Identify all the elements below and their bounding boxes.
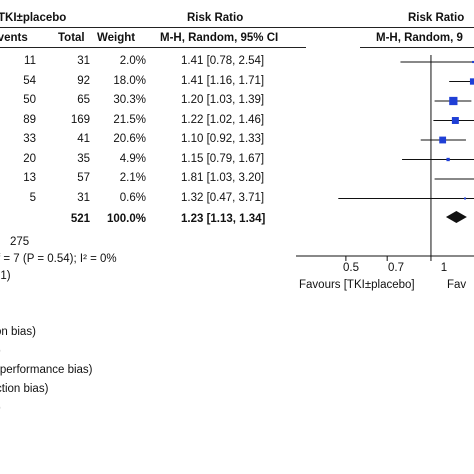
bias-line-4: ction bias) [0,383,49,395]
column-header-rule-right [360,47,474,48]
study-point-marker [451,117,459,124]
overall-effect-test: 01) [0,270,11,282]
study-point-marker [449,96,458,106]
total-participants: 521 [70,213,90,225]
row-weight: 4.9% [119,152,146,165]
row-total: 31 [77,55,90,67]
study-point-marker [472,60,474,64]
total-column-header: Total [58,32,85,44]
row-total: 57 [77,172,90,184]
study-point-marker [439,136,447,144]
row-total: 41 [77,133,90,145]
pooled-ci: 1.23 [1.13, 1.34] [181,213,266,225]
row-total: 65 [77,94,90,106]
row-ci: 1.20 [1.03, 1.39] [181,94,265,106]
bias-line-1: on bias) [0,326,36,338]
header-rule [0,27,474,28]
row-events: 11 [24,55,36,67]
group-header: TKI±placebo [0,12,67,24]
row-events: 13 [23,172,36,184]
row-weight: 20.6% [113,133,146,145]
bias-line-5: ) [0,402,1,415]
favours-right-label: Fav [447,279,467,291]
heterogeneity-stats: f = 7 (P = 0.54); I² = 0% [0,253,117,265]
row-events: 50 [23,94,36,106]
method-column-header-right: M-H, Random, 9 [376,32,463,44]
favours-left-label: Favours [TKI±placebo] [299,279,415,291]
row-weight: 30.3% [113,94,146,106]
bias-line-3: (performance bias) [0,364,93,376]
column-header-rule [0,47,306,48]
row-total: 35 [77,152,90,165]
method-column-header-left: M-H, Random, 95% CI [160,32,279,44]
total-weight: 100.0% [106,213,146,225]
row-ci: 1.10 [0.92, 1.33] [181,133,265,145]
row-ci: 1.15 [0.79, 1.67] [181,152,265,165]
row-ci: 1.41 [0.78, 2.54] [181,55,265,67]
row-total: 31 [77,191,90,204]
pooled-estimate-diamond [445,211,467,223]
row-weight: 18.0% [113,74,146,87]
row-ci: 1.41 [1.16, 1.71] [181,74,265,87]
axis-tick-label-1: 1 [440,262,448,274]
events-column-header: Events [0,32,28,44]
row-ci: 1.22 [1.02, 1.46] [181,113,265,126]
weight-column-header: Weight [97,32,136,44]
axis-tick-label-0.7: 0.7 [388,262,404,274]
total-events: 275 [10,236,30,248]
row-events: 89 [23,113,36,126]
study-point-marker [446,157,450,162]
row-total: 169 [70,113,90,126]
study-point-marker [469,78,474,85]
risk-ratio-header-right: Risk Ratio [408,12,465,24]
bias-line-2: ) [0,345,1,358]
row-events: 5 [29,191,36,204]
row-events: 33 [23,133,36,145]
row-events: 54 [23,74,36,87]
row-ci: 1.81 [1.03, 3.20] [181,172,265,184]
axis-tick-label-0.5: 0.5 [343,262,359,274]
risk-ratio-header-left: Risk Ratio [187,12,244,24]
row-events: 20 [23,152,36,165]
row-weight: 2.0% [119,55,146,67]
row-weight: 21.5% [113,113,146,126]
row-weight: 2.1% [119,172,146,184]
study-point-marker [464,197,467,200]
row-ci: 1.32 [0.47, 3.71] [181,191,265,204]
row-total: 92 [77,74,90,87]
row-weight: 0.6% [119,191,146,204]
